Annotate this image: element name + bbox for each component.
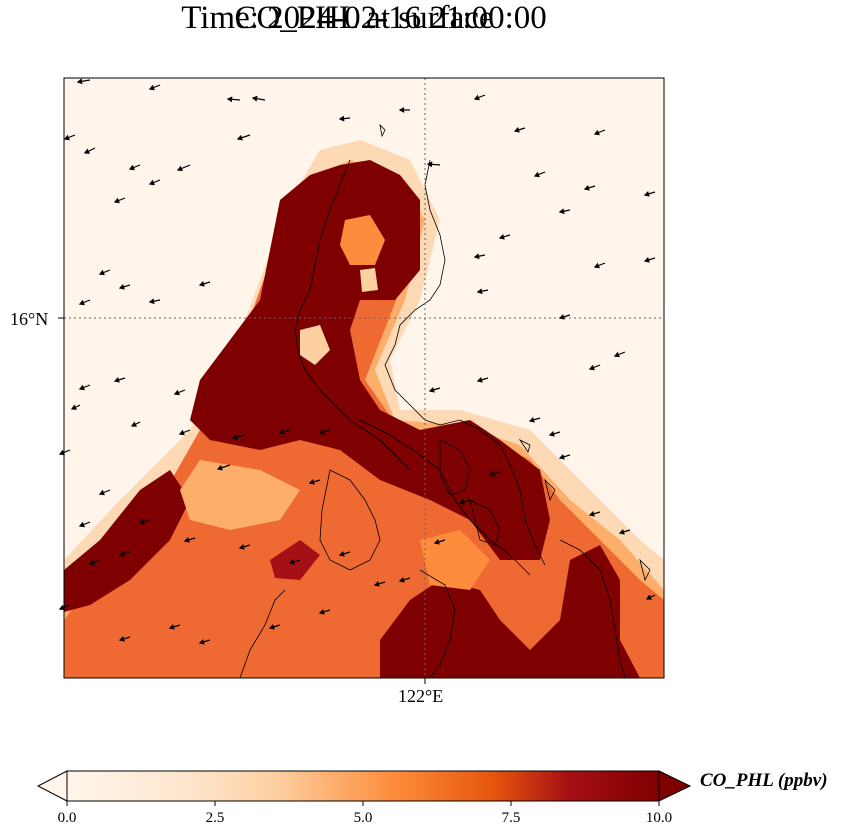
wind-arrow-head (148, 179, 155, 186)
wind-arrow-head (278, 429, 285, 435)
wind-arrow-head (528, 417, 535, 423)
wind-arrow-head (231, 434, 238, 440)
wind-vectors (58, 78, 656, 645)
wind-arrow-head (373, 581, 380, 587)
wind-arrow-head (251, 95, 258, 102)
wind-arrow-head (183, 537, 190, 543)
wind-arrow-head (488, 471, 495, 477)
wind-arrow-head (428, 387, 435, 393)
wind-arrow-head (148, 84, 155, 91)
wind-arrow-head (318, 609, 325, 615)
wind-arrow-head (588, 364, 595, 371)
wind-arrow-head (498, 234, 505, 240)
wind-arrow-head (88, 559, 95, 566)
title-line-1: CO_PHL at surface (234, 0, 494, 36)
wind-arrow-head (113, 197, 120, 204)
wind-arrow-head (583, 185, 590, 191)
wind-arrow-head (98, 489, 105, 496)
wind-arrow-head (63, 134, 70, 141)
wind-arrow-head (58, 604, 65, 611)
wind-arrow-head (176, 165, 183, 172)
wind-arrow-head (645, 594, 652, 600)
wind-arrow-head (398, 107, 405, 113)
wind-arrow-head (138, 519, 145, 525)
wind-arrow-head (198, 639, 205, 645)
colorbar-tick-marks (66, 801, 660, 806)
wind-arrow-head (78, 384, 85, 391)
colorbar-tick-label: 5.0 (353, 810, 373, 826)
colorbar-tick-label: 7.5 (501, 810, 521, 826)
wind-arrow-head (558, 208, 565, 215)
wind-arrow-head (238, 544, 245, 550)
wind-arrow-head (398, 577, 405, 583)
map-frame (63, 77, 665, 679)
wind-arrow-head (118, 284, 125, 290)
wind-arrow-head (78, 521, 85, 528)
wind-arrow-head (593, 262, 600, 269)
wind-arrow-head (226, 96, 233, 103)
longitude-tick-label: 122°E (398, 686, 444, 706)
wind-arrow-head (433, 539, 440, 545)
wind-arrow-head (288, 559, 295, 565)
wind-arrow-head (513, 127, 520, 133)
wind-arrow-head (618, 529, 625, 535)
wind-arrow-head (78, 299, 85, 306)
wind-arrow-head (613, 351, 620, 358)
colorbar-tick-label: 10.0 (645, 810, 673, 826)
wind-arrow-head (318, 429, 325, 435)
colorbar-tick-label: 0.0 (57, 810, 77, 826)
wind-arrow-head (338, 115, 345, 122)
colorbar-extend-low (36, 770, 68, 802)
latitude-tick-label: 16°N (10, 309, 49, 329)
wind-arrow-head (533, 171, 540, 178)
wind-arrow-head (308, 479, 315, 485)
wind-arrow-head (128, 164, 135, 171)
wind-arrow-head (118, 636, 125, 642)
wind-arrow-head (58, 449, 65, 456)
colorbar-extend-high (658, 770, 692, 802)
wind-arrow-head (130, 421, 137, 427)
wind-arrow-head (113, 377, 120, 383)
wind-arrow-head (458, 499, 465, 505)
wind-arrow-head (216, 464, 223, 471)
wind-arrow-head (473, 94, 480, 101)
wind-arrow-head (548, 431, 555, 437)
wind-arrow-head (476, 377, 483, 383)
wind-arrow-head (643, 257, 650, 263)
colorbar-label: CO_PHL (ppbv) (700, 770, 828, 791)
wind-arrow-head (338, 551, 345, 557)
wind-arrow-head (643, 191, 650, 197)
wind-arrow-head (118, 551, 125, 557)
colorbar-gradient (66, 770, 660, 802)
wind-arrow-head (558, 314, 565, 320)
wind-arrow-head (473, 253, 480, 260)
wind-arrow-head (178, 429, 185, 436)
wind-arrow-head (173, 389, 180, 396)
colorbar-tick-label: 2.5 (205, 810, 225, 826)
wind-arrow-head (558, 454, 565, 460)
wind-arrow-head (426, 161, 433, 168)
wind-arrow-head (168, 624, 175, 630)
wind-arrow-head (76, 78, 83, 85)
wind-arrow-head (588, 511, 595, 517)
wind-arrow-head (593, 129, 600, 136)
coastlines (239, 123, 651, 678)
wind-arrow-head (268, 624, 275, 630)
wind-arrow-head (476, 288, 483, 295)
wind-arrow-head (98, 269, 105, 276)
wind-arrow-head (148, 298, 155, 305)
wind-arrow-head (236, 134, 243, 141)
wind-arrow-head (198, 281, 205, 287)
wind-arrow-head (70, 404, 77, 410)
wind-arrow-head (83, 148, 90, 154)
title-line-2: Time: 2024-02-16 21:00:00 (181, 0, 547, 36)
